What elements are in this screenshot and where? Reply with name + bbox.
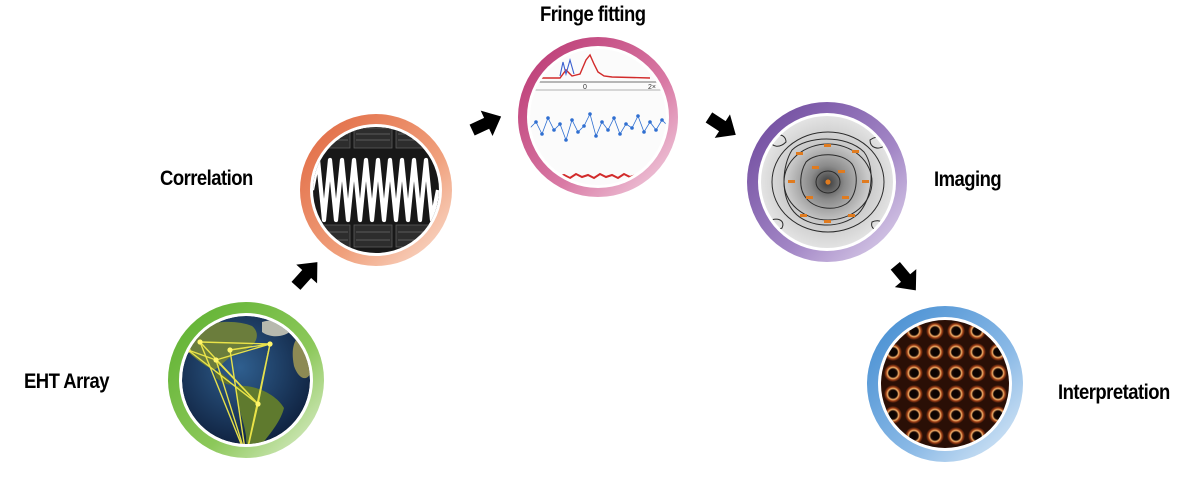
correlation-node	[300, 114, 452, 266]
black-hole-shadow	[888, 369, 896, 377]
black-hole-shadow	[930, 411, 938, 419]
black-hole-shadow	[890, 348, 898, 356]
arrow-fringe-to-imaging	[705, 112, 736, 138]
black-hole-shadow	[911, 411, 919, 419]
black-hole-shadow	[972, 411, 980, 419]
flow-arrows	[291, 110, 917, 291]
black-hole-shadow	[995, 369, 1003, 377]
black-hole-shadow	[930, 327, 938, 335]
stage-label-fringe-fitting: Fringe fitting	[540, 3, 646, 26]
black-hole-shadow	[888, 411, 896, 419]
stage-label-correlation: Correlation	[160, 167, 253, 190]
black-hole-shadow	[909, 390, 917, 398]
black-hole-shadow	[911, 369, 919, 377]
contour-map-image	[761, 116, 893, 248]
black-hole-shadow	[993, 390, 1001, 398]
stage-label-eht-array: EHT Array	[24, 370, 109, 393]
black-hole-shadow	[911, 327, 919, 335]
black-hole-shadow	[951, 348, 959, 356]
black-hole-shadow	[890, 390, 898, 398]
black-hole-shadow	[932, 432, 940, 440]
fringe-fitting-node: 0 2× Quad. Xpo	[518, 37, 678, 197]
black-hole-shadow	[972, 327, 980, 335]
interpretation-node	[867, 306, 1023, 462]
eht-array-node	[168, 302, 324, 458]
black-hole-shadow	[972, 369, 980, 377]
fringe-tick-2: 2×	[648, 84, 656, 91]
black-hole-shadow	[953, 327, 961, 335]
black-hole-shadow	[909, 432, 917, 440]
black-hole-shadow	[909, 348, 917, 356]
model-grid-image	[881, 320, 1009, 448]
stage-label-imaging: Imaging	[934, 168, 1002, 191]
black-hole-shadow	[953, 411, 961, 419]
arrow-correlation-to-fringe	[469, 110, 502, 136]
stage-label-interpretation: Interpretation	[1058, 381, 1170, 404]
imaging-node	[747, 102, 907, 262]
black-hole-shadow	[953, 369, 961, 377]
black-hole-shadow	[993, 348, 1001, 356]
black-hole-shadow	[951, 390, 959, 398]
black-hole-shadow	[932, 348, 940, 356]
black-hole-shadow	[932, 390, 940, 398]
black-hole-shadow	[951, 432, 959, 440]
arrow-imaging-to-interpretation	[890, 261, 917, 291]
fringe-plot-image: 0 2× Quad. Xpo	[530, 49, 666, 185]
black-hole-shadow	[974, 390, 982, 398]
fringe-tick-0: 0	[583, 84, 587, 91]
black-hole-shadow	[930, 369, 938, 377]
arrow-array-to-correlation	[291, 262, 318, 290]
black-hole-shadow	[974, 348, 982, 356]
